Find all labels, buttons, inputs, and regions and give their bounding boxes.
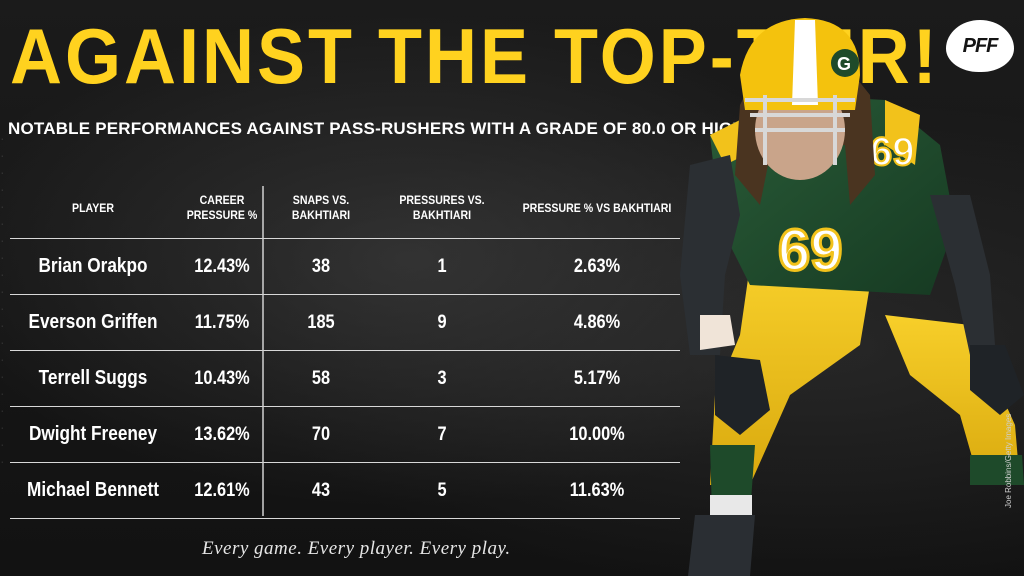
career-pressure: 12.61% xyxy=(194,479,250,501)
pressures: 5 xyxy=(437,479,447,501)
tagline: Every game. Every player. Every play. xyxy=(202,538,511,559)
svg-text:G: G xyxy=(837,54,851,74)
snaps: 43 xyxy=(311,479,331,501)
pressure-pct: 10.00% xyxy=(569,423,625,445)
pressures: 3 xyxy=(437,367,447,389)
player-name: Dwight Freeney xyxy=(28,423,158,445)
player-name: Terrell Suggs xyxy=(38,367,148,389)
pff-logo: PFF xyxy=(946,20,1014,72)
career-pressure: 12.43% xyxy=(194,255,250,277)
snaps: 38 xyxy=(311,255,331,277)
column-divider xyxy=(262,186,264,516)
pressure-pct: 4.86% xyxy=(573,311,621,333)
subheadline: NOTABLE PERFORMANCES AGAINST PASS-RUSHER… xyxy=(8,119,769,138)
table-row: Everson Griffen 11.75% 185 9 4.86% xyxy=(10,294,680,350)
svg-text:69: 69 xyxy=(778,218,843,283)
table-row: Brian Orakpo 12.43% 38 1 2.63% xyxy=(10,238,680,294)
table-row: Dwight Freeney 13.62% 70 7 10.00% xyxy=(10,406,680,462)
career-pressure: 11.75% xyxy=(194,311,250,333)
stats-table: PLAYER CAREER PRESSURE % SNAPS VS. BAKHT… xyxy=(10,180,680,519)
pressure-pct: 11.63% xyxy=(569,479,625,501)
snaps: 185 xyxy=(307,311,335,333)
snaps: 58 xyxy=(311,367,331,389)
pressures: 7 xyxy=(437,423,447,445)
player-name: Everson Griffen xyxy=(28,311,158,333)
header-player: PLAYER xyxy=(72,202,114,215)
snaps: 70 xyxy=(311,423,331,445)
pressures: 1 xyxy=(437,255,447,277)
player-name: Brian Orakpo xyxy=(38,255,148,277)
background-pattern: · · · · · · · · · · · · · · · · · · · · xyxy=(0,130,7,469)
header-snaps: SNAPS VS. BAKHTIARI xyxy=(291,195,351,222)
photo-credit: Joe Robbins/Getty Images xyxy=(1004,413,1013,508)
table-row: Michael Bennett 12.61% 43 5 11.63% xyxy=(10,462,680,519)
player-photo: 69 69 G xyxy=(680,18,1024,576)
header-career-pressure: CAREER PRESSURE % xyxy=(186,195,258,222)
table-row: Terrell Suggs 10.43% 58 3 5.17% xyxy=(10,350,680,406)
table-header: PLAYER CAREER PRESSURE % SNAPS VS. BAKHT… xyxy=(10,180,680,238)
pressures: 9 xyxy=(437,311,447,333)
player-name: Michael Bennett xyxy=(27,479,159,501)
pressure-pct: 5.17% xyxy=(573,367,621,389)
svg-text:69: 69 xyxy=(870,130,915,174)
career-pressure: 13.62% xyxy=(194,423,250,445)
header-pressures: PRESSURES VS. BAKHTIARI xyxy=(399,195,485,222)
career-pressure: 10.43% xyxy=(194,367,250,389)
pressure-pct: 2.63% xyxy=(573,255,621,277)
header-pressure-pct: PRESSURE % VS BAKHTIARI xyxy=(522,202,672,215)
